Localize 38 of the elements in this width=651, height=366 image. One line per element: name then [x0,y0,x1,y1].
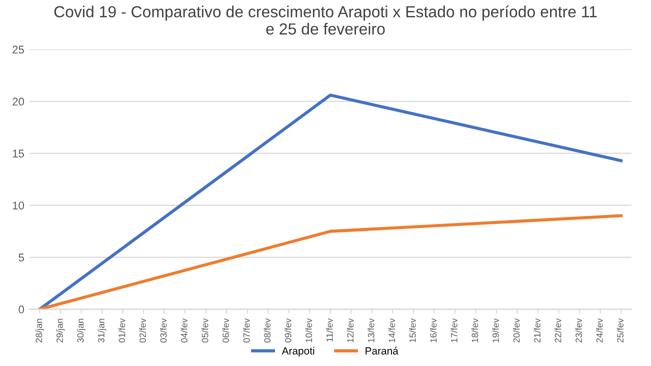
x-tick-label: 11/fev [326,318,333,342]
x-tick-label: 30/jan [77,318,86,343]
x-tick-label: 15/fev [409,318,416,342]
chart-title: Covid 19 - Comparativo de crescimento Arapoti x Estado no período entre 11 e 25 de fevereiro [54,5,597,35]
x-tick-label: 24/fev [596,318,603,342]
x-tick-label: 06/fev [222,318,229,343]
x-tick-label: 01/fev [118,318,126,343]
x-tick-label: 18/fev [472,318,478,342]
y-tick-label: 0 [18,306,24,314]
x-tick-label: 21/fev [534,318,540,342]
x-tick-label: 19/fev [492,318,499,342]
x-tick-label: 23/fev [575,318,582,342]
x-tick-label: 13/fev [368,318,374,342]
x-tick-label: 10/fev [305,318,312,342]
x-tick-label: 28/jan [35,318,44,342]
x-tick-label: 03/fev [160,318,167,343]
y-tick-label: 25 [12,46,24,54]
x-tick-label: 02/fev [139,318,146,343]
x-tick-label: 08/fev [264,318,271,343]
y-tick-label: 20 [12,98,24,106]
x-tick-label: 22/fev [554,318,562,342]
x-tick-label: 20/fev [513,318,520,342]
x-tick-label: 12/fev [346,318,354,342]
legend-label: Paraná [366,346,398,355]
x-tick-label: 04/fev [180,318,188,343]
x-tick-label: 29/jan [56,318,65,342]
y-tick-label: 10 [12,202,24,210]
x-tick-label: 07/fev [243,318,250,343]
y-tick-label: 15 [12,150,24,158]
x-tick-label: 14/fev [388,318,396,342]
x-tick-label: 25/fev [616,318,624,342]
x-tick-label: 05/fev [202,318,208,343]
x-tick-label: 31/jan [98,318,106,343]
x-tick-label: 17/fev [450,318,458,342]
y-tick-label: 5 [18,254,24,262]
x-tick-label: 16/fev [430,318,437,342]
legend-label: Arapoti [282,346,314,357]
x-tick-label: 09/fev [284,318,292,343]
